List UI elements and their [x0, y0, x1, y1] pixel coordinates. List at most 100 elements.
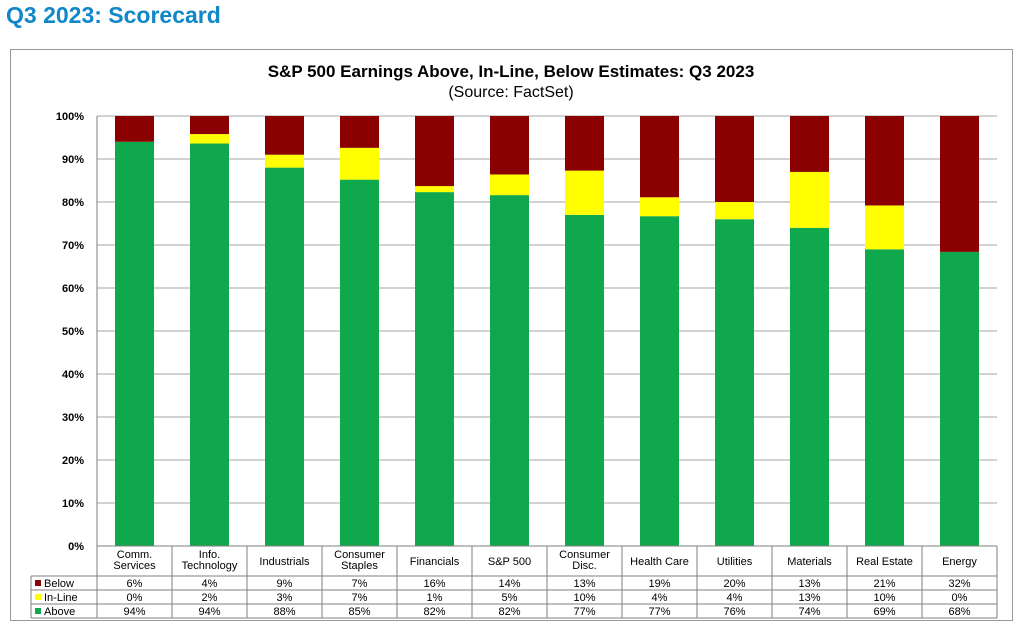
bar-segment-in-line — [790, 171, 829, 228]
bar-segment-below — [940, 116, 979, 252]
y-tick-label: 80% — [62, 197, 84, 209]
bar-segment-in-line — [565, 170, 604, 215]
y-tick-label: 40% — [62, 369, 84, 381]
y-tick-label: 60% — [62, 283, 84, 295]
legend-key-above — [35, 608, 41, 614]
bar-segment-below — [265, 116, 304, 155]
y-tick-label: 50% — [62, 326, 84, 338]
data-label-above: 76% — [723, 606, 745, 618]
y-tick-label: 10% — [62, 498, 84, 510]
data-label-above: 85% — [348, 606, 370, 618]
data-label-below: 21% — [873, 578, 895, 590]
earnings-scorecard-chart: S&P 500 Earnings Above, In-Line, Below E… — [30, 62, 998, 619]
data-label-above: 88% — [273, 606, 295, 618]
bar-segment-below — [565, 116, 604, 171]
bar-segment-below — [640, 116, 679, 198]
category-label: Consumer Disc. — [559, 549, 610, 572]
data-label-in-line: 10% — [573, 592, 595, 604]
bar-segment-above — [415, 192, 454, 547]
bar-segment-below — [415, 116, 454, 187]
bar-segment-above — [490, 195, 529, 546]
category-label: Industrials — [259, 556, 310, 568]
data-label-in-line: 13% — [798, 592, 820, 604]
bar-segment-in-line — [715, 202, 754, 220]
bar-segment-below — [865, 116, 904, 206]
y-tick-label: 0% — [68, 541, 84, 553]
bar-segment-below — [715, 116, 754, 202]
bar-segment-above — [940, 251, 979, 546]
bar-segment-in-line — [340, 147, 379, 180]
y-tick-label: 70% — [62, 240, 84, 252]
bar-segment-in-line — [640, 197, 679, 217]
legend-key-below — [35, 580, 41, 586]
data-label-in-line: 0% — [127, 592, 143, 604]
legend-label-above: Above — [44, 606, 75, 618]
category-label: Info. Technology — [182, 549, 238, 572]
bar-segment-in-line — [190, 134, 229, 144]
data-label-below: 6% — [127, 578, 143, 590]
bar-segment-above — [865, 249, 904, 547]
data-label-below: 20% — [723, 578, 745, 590]
y-tick-label: 30% — [62, 412, 84, 424]
bar-segment-above — [790, 227, 829, 547]
category-label: Materials — [787, 556, 832, 568]
data-label-in-line: 4% — [727, 592, 743, 604]
category-label: Real Estate — [856, 556, 913, 568]
bar-segment-above — [265, 167, 304, 546]
data-label-in-line: 10% — [873, 592, 895, 604]
bar-segment-in-line — [265, 154, 304, 168]
data-label-in-line: 1% — [427, 592, 443, 604]
data-label-below: 7% — [352, 578, 368, 590]
data-label-below: 14% — [498, 578, 520, 590]
data-label-below: 13% — [573, 578, 595, 590]
bar-segment-in-line — [415, 186, 454, 193]
chart-title: S&P 500 Earnings Above, In-Line, Below E… — [268, 62, 755, 81]
data-label-below: 9% — [277, 578, 293, 590]
data-label-above: 82% — [498, 606, 520, 618]
page-title: Q3 2023: Scorecard — [6, 2, 221, 28]
category-label: Energy — [942, 556, 977, 568]
category-label: Financials — [410, 556, 460, 568]
bar-segment-below — [790, 116, 829, 172]
bar-segment-above — [640, 216, 679, 546]
category-label: Health Care — [630, 556, 689, 568]
data-label-above: 68% — [948, 606, 970, 618]
bar-segment-in-line — [865, 205, 904, 250]
bar-segment-above — [190, 143, 229, 546]
data-label-above: 82% — [423, 606, 445, 618]
data-label-in-line: 3% — [277, 592, 293, 604]
data-label-above: 69% — [873, 606, 895, 618]
bar-segment-above — [715, 219, 754, 546]
data-label-in-line: 7% — [352, 592, 368, 604]
data-label-below: 4% — [202, 578, 218, 590]
data-label-above: 77% — [648, 606, 670, 618]
data-label-below: 19% — [648, 578, 670, 590]
data-label-below: 13% — [798, 578, 820, 590]
category-label: Consumer Staples — [334, 549, 385, 572]
data-label-above: 94% — [198, 606, 220, 618]
y-tick-label: 20% — [62, 455, 84, 467]
data-label-in-line: 2% — [202, 592, 218, 604]
category-label: Utilities — [717, 556, 753, 568]
y-tick-label: 100% — [56, 111, 84, 123]
bar-segment-below — [190, 116, 229, 135]
bar-segment-above — [340, 179, 379, 546]
legend-key-in-line — [35, 594, 41, 600]
data-label-above: 74% — [798, 606, 820, 618]
data-label-in-line: 4% — [652, 592, 668, 604]
bar-segment-below — [340, 116, 379, 148]
chart-frame: S&P 500 Earnings Above, In-Line, Below E… — [10, 49, 1013, 621]
bar-segment-below — [490, 116, 529, 175]
data-label-above: 77% — [573, 606, 595, 618]
data-label-in-line: 0% — [952, 592, 968, 604]
bar-segment-above — [565, 214, 604, 546]
data-label-in-line: 5% — [502, 592, 518, 604]
bar-segment-below — [115, 116, 154, 142]
data-label-above: 94% — [123, 606, 145, 618]
category-label: S&P 500 — [488, 556, 531, 568]
data-label-below: 32% — [948, 578, 970, 590]
legend-label-below: Below — [44, 578, 74, 590]
chart-subtitle: (Source: FactSet) — [448, 84, 573, 101]
bar-segment-in-line — [490, 174, 529, 196]
y-tick-label: 90% — [62, 154, 84, 166]
